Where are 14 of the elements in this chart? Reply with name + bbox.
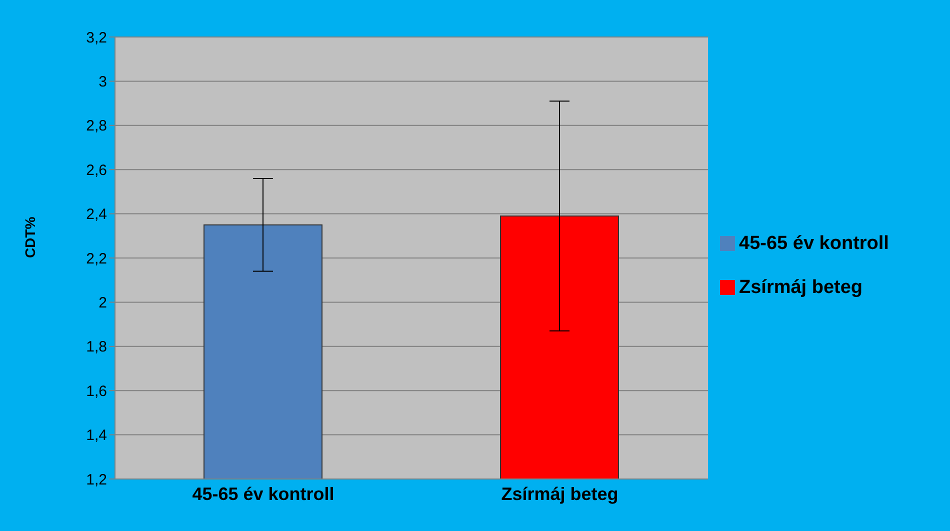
- y-tick-label: 2,8: [86, 118, 107, 135]
- y-tick-label: 3: [98, 74, 107, 91]
- y-tick-label: 2,2: [86, 250, 107, 268]
- y-tick-label: 2: [98, 294, 107, 312]
- y-tick-label: 3,2: [86, 29, 107, 46]
- legend-label: 45-65 év kontroll: [739, 232, 889, 254]
- y-tick-label: 2,6: [86, 162, 107, 179]
- y-axis-title: CDT%: [22, 216, 38, 258]
- y-tick-label: 1,4: [86, 427, 107, 444]
- y-tick-label: 2,4: [86, 206, 107, 224]
- legend-label: Zsírmáj beteg: [739, 276, 863, 298]
- y-tick-label: 1,2: [86, 471, 107, 488]
- y-tick-label: 1,6: [86, 382, 107, 400]
- y-tick-label: 1,8: [86, 338, 107, 356]
